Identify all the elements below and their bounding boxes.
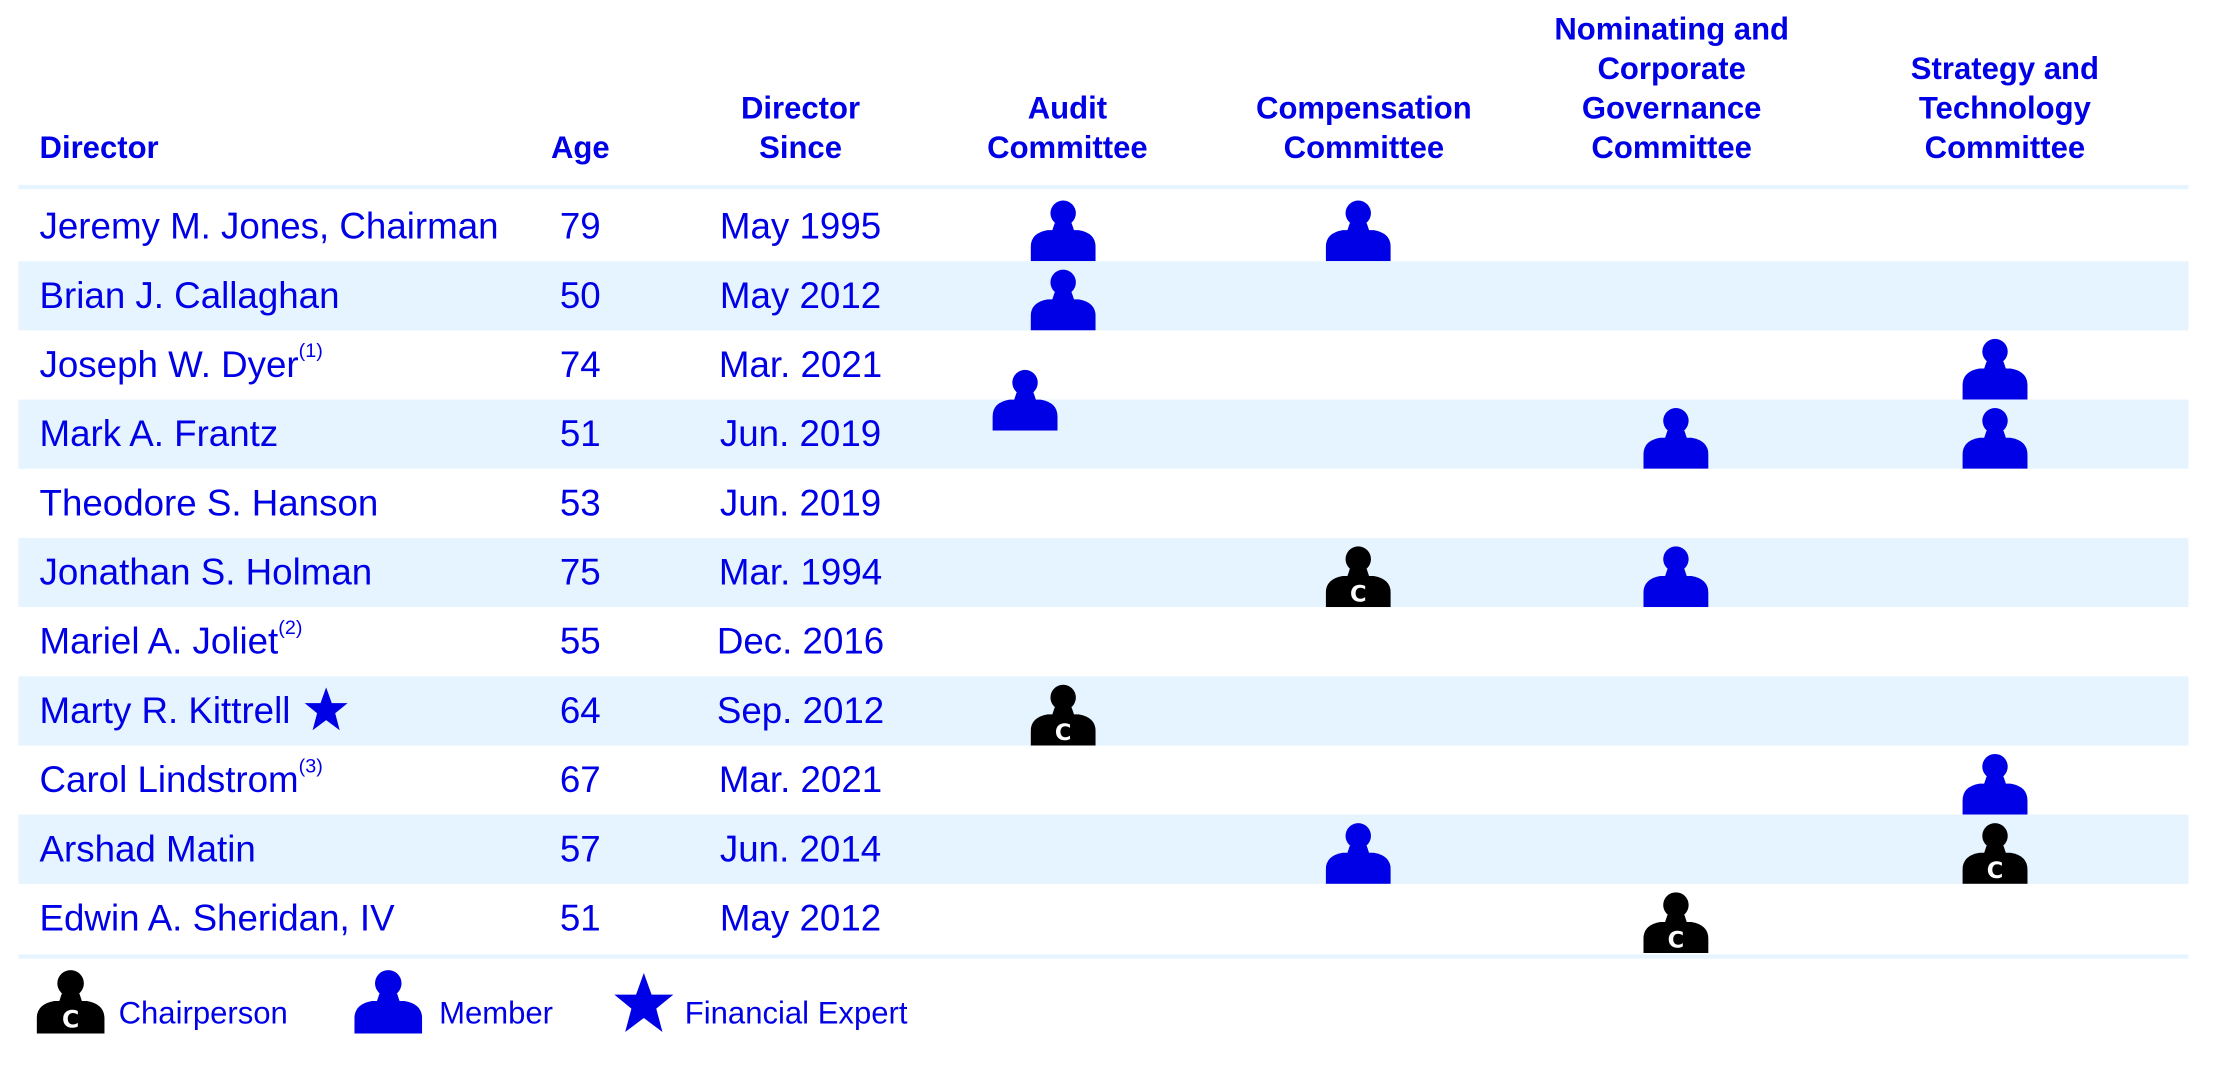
director-name-text: Carol Lindstrom xyxy=(39,758,299,801)
director-since: Dec. 2016 xyxy=(716,619,885,663)
director-since: Mar. 2021 xyxy=(718,758,883,801)
header-audit-committee: Audit Committee xyxy=(987,90,1148,166)
director-age: 57 xyxy=(559,827,601,870)
footnote-marker: (3) xyxy=(298,753,323,777)
director-name-text: Brian J. Callaghan xyxy=(39,273,340,317)
director-age: 67 xyxy=(559,758,601,801)
person-member-icon xyxy=(1030,269,1096,331)
person-chair-icon: C xyxy=(36,970,105,1034)
director-age: 51 xyxy=(559,412,601,455)
legend-member-label: Member xyxy=(439,995,554,1031)
header-director: Director xyxy=(39,129,159,166)
header-age: Age xyxy=(550,129,610,166)
table-row: Mark A. Frantz 51 Jun. 2019 xyxy=(18,399,2189,469)
director-age: 75 xyxy=(559,550,601,593)
table-row: Brian J. Callaghan 50 May 2012 xyxy=(18,261,2189,331)
table-bottom-divider xyxy=(18,954,2189,959)
table-row: Jonathan S. Holman 75 Mar. 1994 xyxy=(18,537,2189,608)
director-age: 74 xyxy=(559,343,601,386)
director-since: Mar. 1994 xyxy=(718,550,883,593)
person-chair-icon: C xyxy=(1325,546,1391,608)
svg-text:C: C xyxy=(62,1006,79,1034)
table-row: Edwin A. Sheridan, IV 51 May 2012 xyxy=(18,884,2188,953)
director-name-text: Marty R. Kittrell xyxy=(39,689,291,732)
person-chair-icon: C xyxy=(1962,823,2028,884)
table-row: Carol Lindstrom(3) 67 Mar. 2021 xyxy=(18,745,2188,814)
director-name-text: Jeremy M. Jones, Chairman xyxy=(39,204,499,248)
director-age: 64 xyxy=(559,689,601,732)
legend-chair-label: Chairperson xyxy=(118,995,288,1031)
director-name: Theodore S. Hanson xyxy=(40,469,379,538)
director-name-text: Jonathan S. Holman xyxy=(39,550,373,593)
director-age: 53 xyxy=(559,481,601,524)
director-since: May 1995 xyxy=(719,204,882,248)
header-compensation-committee: Compensation Committee xyxy=(1256,90,1472,166)
person-member-icon xyxy=(1643,408,1709,469)
director-name-text: Mariel A. Joliet xyxy=(39,619,279,663)
director-since: Jun. 2019 xyxy=(719,412,882,455)
director-name-text: Theodore S. Hanson xyxy=(39,481,379,524)
director-name: Marty R. Kittrell xyxy=(40,676,350,745)
director-name: Joseph W. Dyer(1) xyxy=(40,330,323,399)
person-member-icon xyxy=(354,970,423,1034)
director-name: Mark A. Frantz xyxy=(40,400,279,469)
director-age: 51 xyxy=(559,896,601,939)
person-member-icon xyxy=(992,369,1058,431)
person-member-icon xyxy=(1962,408,2028,469)
person-member-icon xyxy=(1962,338,2028,400)
person-chair-icon: C xyxy=(1030,684,1096,746)
director-name: Edwin A. Sheridan, IV xyxy=(40,884,395,953)
person-member-icon xyxy=(1325,200,1391,262)
director-name-text: Edwin A. Sheridan, IV xyxy=(39,896,395,939)
svg-text:C: C xyxy=(1055,720,1072,746)
director-since: May 2012 xyxy=(719,896,882,939)
director-name: Brian J. Callaghan xyxy=(40,261,340,330)
table-row: Jeremy M. Jones, Chairman 79 May 1995 xyxy=(18,192,2188,261)
director-name-text: Joseph W. Dyer xyxy=(39,343,299,386)
director-name-text: Mark A. Frantz xyxy=(39,412,279,455)
svg-text:C: C xyxy=(1350,581,1367,607)
person-chair-icon: C xyxy=(1643,892,1709,954)
director-age: 55 xyxy=(559,619,601,663)
svg-text:C: C xyxy=(1668,927,1685,953)
director-name: Mariel A. Joliet(2) xyxy=(40,607,303,676)
person-member-icon xyxy=(1030,200,1096,262)
director-since: May 2012 xyxy=(719,273,882,317)
director-since: Sep. 2012 xyxy=(716,689,885,732)
legend-expert-label: Financial Expert xyxy=(684,995,908,1031)
svg-text:C: C xyxy=(1987,858,2004,884)
table-row: Marty R. Kittrell 64 Sep. 2012 xyxy=(18,676,2189,746)
table-row: Theodore S. Hanson 53 Jun. 2019 xyxy=(18,469,2188,538)
header-nominating-committee: Nominating and Corporate Governance Comm… xyxy=(1554,11,1790,166)
person-member-icon xyxy=(1325,823,1391,884)
director-since: Jun. 2019 xyxy=(719,481,882,524)
director-since: Jun. 2014 xyxy=(719,827,882,870)
star-icon xyxy=(304,687,348,731)
table-row: Joseph W. Dyer(1) 74 Mar. 2021 xyxy=(18,330,2188,399)
director-name: Jonathan S. Holman xyxy=(40,538,373,607)
director-name: Jeremy M. Jones, Chairman xyxy=(40,192,499,261)
header-strategy-committee: Strategy and Technology Committee xyxy=(1910,50,2099,166)
director-age: 79 xyxy=(559,204,601,248)
director-name: Arshad Matin xyxy=(40,815,256,884)
table-row: Mariel A. Joliet(2) 55 Dec. 2016 xyxy=(18,607,2188,676)
footnote-marker: (1) xyxy=(298,338,323,362)
table-row: Arshad Matin 57 Jun. 2014 xyxy=(18,814,2189,884)
header-divider xyxy=(18,184,2189,190)
footnote-marker: (2) xyxy=(278,615,303,639)
person-member-icon xyxy=(1643,546,1709,608)
star-icon xyxy=(614,972,674,1032)
director-name: Carol Lindstrom(3) xyxy=(40,745,323,814)
director-age: 50 xyxy=(559,273,601,317)
person-member-icon xyxy=(1962,753,2028,815)
director-name-text: Arshad Matin xyxy=(39,827,256,870)
header-director-since: Director Since xyxy=(740,90,861,166)
director-since: Mar. 2021 xyxy=(718,343,883,386)
